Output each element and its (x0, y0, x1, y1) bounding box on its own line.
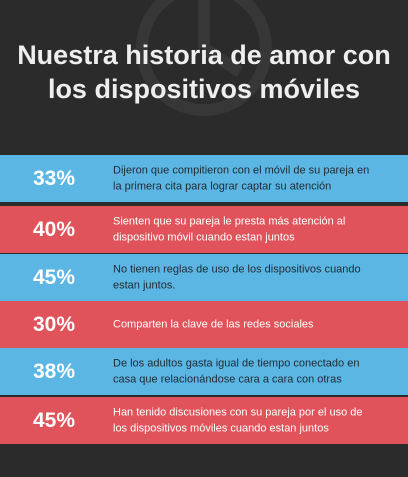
row-text: No tienen reglas de uso de los dispositi… (113, 263, 361, 275)
row-band (0, 397, 408, 444)
row-text: estan juntos. (113, 279, 175, 291)
row-band (0, 348, 408, 395)
row-text: dispositivo móvil cuando estan juntos (113, 231, 295, 243)
percent: 45% (33, 409, 75, 432)
percent: 38% (33, 360, 75, 383)
percent: 40% (33, 218, 75, 241)
percent: 33% (33, 167, 75, 190)
row-band (0, 206, 408, 253)
percent: 30% (33, 313, 75, 336)
row-band (0, 301, 408, 348)
clock-icon (136, 0, 272, 116)
title-line: Nuestra historia de amor con (17, 40, 391, 70)
row-text: casa que relacionándose cara a cara con … (113, 373, 342, 385)
row-band (0, 155, 408, 202)
percent: 45% (33, 266, 75, 289)
row-text: Han tenido discusiones con su pareja por… (113, 406, 363, 418)
row-text: Comparten la clave de las redes sociales (113, 318, 314, 330)
title-line: los dispositivos móviles (48, 74, 360, 104)
row-text: De los adultos gasta igual de tiempo con… (113, 357, 359, 369)
row-text: Dijeron que compitieron con el móvil de … (113, 164, 369, 176)
row-text: los dispositivos móviles cuando estan ju… (113, 422, 329, 434)
row-text: Sienten que su pareja le presta más aten… (113, 215, 345, 227)
row-band (0, 254, 408, 301)
row-text: la primera cita para lograr captar su at… (113, 180, 331, 192)
